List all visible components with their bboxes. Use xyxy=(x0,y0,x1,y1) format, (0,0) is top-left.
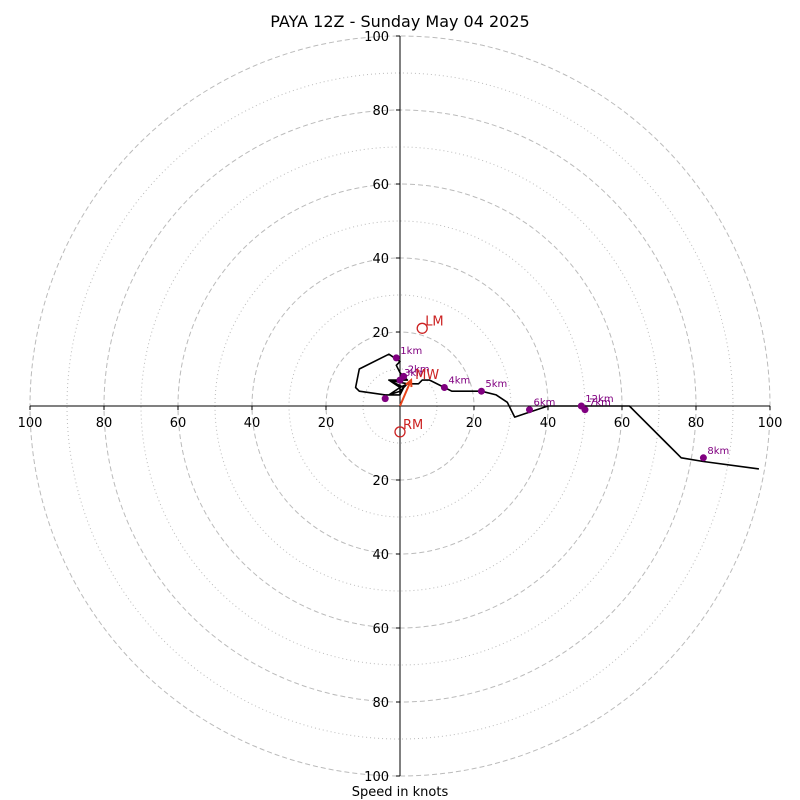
y-tick-label: 80 xyxy=(372,104,389,119)
x-tick-label: 60 xyxy=(614,416,631,431)
y-tick-label: 100 xyxy=(364,770,389,785)
height-marker-label: 1km xyxy=(400,346,422,357)
tick-labels: 100 80 60 40 20 20 40 60 80 100 100 80 60 40 20 20 40 60 8… xyxy=(18,30,783,785)
height-marker-point xyxy=(381,395,389,403)
mean-wind-arrowhead xyxy=(405,377,413,388)
chart-title: PAYA 12Z - Sunday May 04 2025 xyxy=(270,12,529,31)
x-tick-label: 80 xyxy=(688,416,705,431)
height-marker-point xyxy=(699,454,707,462)
y-tick-label: 100 xyxy=(364,30,389,45)
y-tick-label: 20 xyxy=(372,474,389,489)
y-tick-label: 20 xyxy=(372,326,389,341)
height-marker-point xyxy=(392,354,400,362)
y-tick-label: 80 xyxy=(372,696,389,711)
x-tick-label: 100 xyxy=(18,416,43,431)
height-marker-point xyxy=(396,376,404,384)
y-tick-label: 40 xyxy=(372,252,389,267)
height-marker-label: 12km xyxy=(585,394,613,405)
x-tick-label: 40 xyxy=(540,416,557,431)
height-marker-label: 3km xyxy=(404,368,426,379)
mean-wind-label: MW xyxy=(415,368,439,383)
height-marker-label: 6km xyxy=(534,398,556,409)
height-marker-label: 8km xyxy=(707,446,729,457)
height-marker-label: 5km xyxy=(485,379,507,390)
y-tick-label: 60 xyxy=(372,178,389,193)
height-marker-label: 4km xyxy=(448,376,470,387)
x-axis-label: Speed in knots xyxy=(352,785,449,800)
x-tick-label: 80 xyxy=(96,416,113,431)
x-tick-label: 60 xyxy=(170,416,187,431)
hodograph-trace-line xyxy=(354,353,760,470)
height-marker-point xyxy=(581,406,589,414)
x-tick-label: 40 xyxy=(244,416,261,431)
height-marker-label: 2km xyxy=(408,364,430,375)
storm-motion-layer: LM RM MW xyxy=(394,314,444,438)
x-tick-label: 20 xyxy=(318,416,335,431)
y-tick-label: 40 xyxy=(372,548,389,563)
height-marker-point xyxy=(526,406,533,414)
hodograph-trace-layer xyxy=(354,353,760,470)
y-tick-label: 60 xyxy=(372,622,389,637)
mean-wind-arrow xyxy=(399,379,413,407)
height-marker-point xyxy=(477,387,485,395)
storm-motion-point xyxy=(394,426,406,438)
x-tick-label: 100 xyxy=(758,416,783,431)
storm-motion-label: LM xyxy=(425,314,443,329)
x-tick-label: 20 xyxy=(466,416,483,431)
height-marker-label: 7km xyxy=(589,398,611,409)
storm-motion-label: RM xyxy=(403,418,423,433)
height-marker-point xyxy=(440,384,448,391)
storm-motion-point xyxy=(416,322,428,334)
